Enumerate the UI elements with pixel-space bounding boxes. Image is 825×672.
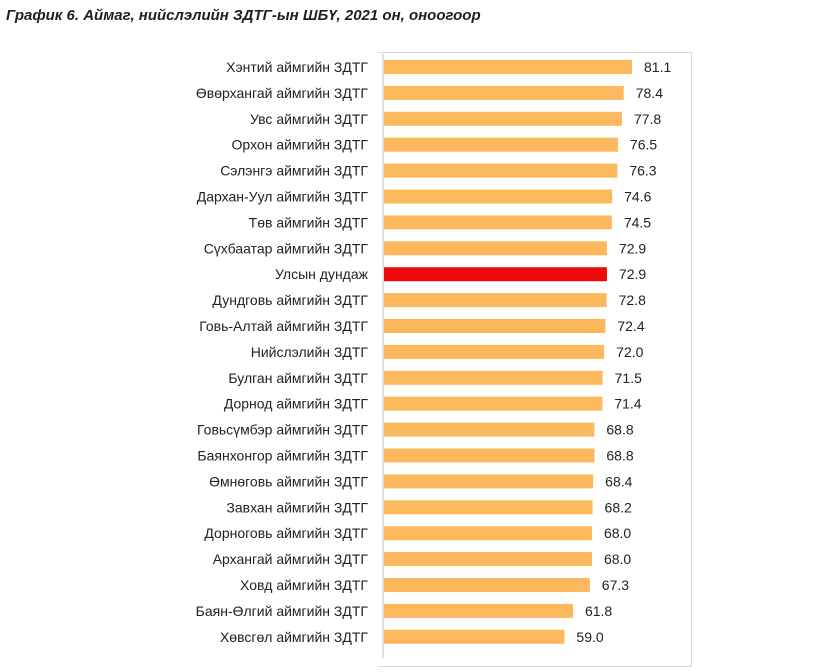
data-label: 78.4	[636, 85, 663, 101]
data-label: 81.1	[644, 59, 671, 75]
category-label: Дундговь аймгийн ЗДТГ	[212, 292, 368, 308]
category-label: Улсын дундаж	[275, 266, 369, 282]
bar	[384, 526, 592, 541]
category-label: Сүхбаатар аймгийн ЗДТГ	[204, 240, 369, 256]
data-label: 74.6	[624, 189, 651, 205]
category-label: Нийслэлийн ЗДТГ	[251, 344, 369, 360]
category-label: Хэнтий аймгийн ЗДТГ	[226, 59, 368, 75]
bar	[384, 60, 632, 74]
category-label: Өмнөговь аймгийн ЗДТГ	[209, 473, 368, 489]
data-label: 72.9	[619, 240, 646, 256]
data-label: 67.3	[602, 577, 629, 593]
bar	[384, 293, 607, 308]
bar	[384, 629, 565, 644]
data-label: 68.8	[606, 448, 633, 464]
data-label: 76.5	[630, 137, 657, 153]
bar	[384, 552, 592, 567]
bar	[384, 448, 595, 463]
data-label: 68.2	[605, 499, 632, 515]
bar	[384, 500, 593, 515]
bar	[384, 85, 624, 100]
data-label: 72.8	[619, 292, 646, 308]
bar	[384, 137, 618, 152]
bar	[384, 319, 606, 333]
category-label: Дорнод аймгийн ЗДТГ	[224, 396, 369, 412]
data-label: 59.0	[576, 629, 603, 645]
category-label: Хөвсгөл аймгийн ЗДТГ	[220, 629, 368, 645]
category-label: Баянхонгор аймгийн ЗДТГ	[197, 448, 368, 464]
bar	[384, 474, 594, 489]
data-label: 71.5	[615, 370, 642, 386]
data-label: 68.0	[604, 551, 631, 567]
bar	[384, 344, 605, 359]
category-label: Булган аймгийн ЗДТГ	[228, 370, 368, 386]
bar	[384, 111, 622, 126]
data-label: 72.4	[617, 318, 644, 334]
bar	[384, 603, 573, 618]
data-label: 76.3	[629, 163, 656, 179]
category-label: Говь-Алтай аймгийн ЗДТГ	[199, 318, 368, 334]
bar	[384, 396, 603, 411]
data-label: 71.4	[614, 396, 641, 412]
category-label: Дархан-Уул аймгийн ЗДТГ	[197, 189, 369, 205]
bar	[384, 578, 590, 592]
bar	[384, 422, 595, 437]
data-label: 68.4	[605, 473, 632, 489]
bar	[384, 370, 603, 385]
bar	[384, 241, 607, 256]
category-label: Дорноговь аймгийн ЗДТГ	[204, 525, 368, 541]
category-label: Завхан аймгийн ЗДТГ	[226, 499, 368, 515]
category-label: Архангай аймгийн ЗДТГ	[213, 551, 369, 567]
plot-frame	[378, 52, 692, 667]
bar	[384, 163, 618, 178]
category-label: Говьсүмбэр аймгийн ЗДТГ	[197, 422, 368, 438]
data-label: 68.0	[604, 525, 631, 541]
data-label: 74.5	[624, 214, 651, 230]
chart-title: График 6. Аймаг, нийслэлийн ЗДТГ-ын ШБҮ,…	[6, 7, 481, 24]
category-label: Сэлэнгэ аймгийн ЗДТГ	[220, 163, 368, 179]
category-label: Төв аймгийн ЗДТГ	[249, 214, 369, 230]
category-label: Орхон аймгийн ЗДТГ	[232, 137, 369, 153]
data-label: 77.8	[634, 111, 661, 127]
bar	[384, 215, 612, 230]
category-label: Увс аймгийн ЗДТГ	[250, 111, 368, 127]
category-label: Өвөрхангай аймгийн ЗДТГ	[196, 85, 368, 101]
data-label: 68.8	[606, 422, 633, 438]
bar-highlight	[384, 267, 607, 282]
data-label: 61.8	[585, 603, 612, 619]
category-label: Баян-Өлгий аймгийн ЗДТГ	[196, 603, 369, 619]
bar	[384, 189, 613, 204]
data-label: 72.9	[619, 266, 646, 282]
category-label: Ховд аймгийн ЗДТГ	[240, 577, 368, 593]
data-label: 72.0	[616, 344, 643, 360]
